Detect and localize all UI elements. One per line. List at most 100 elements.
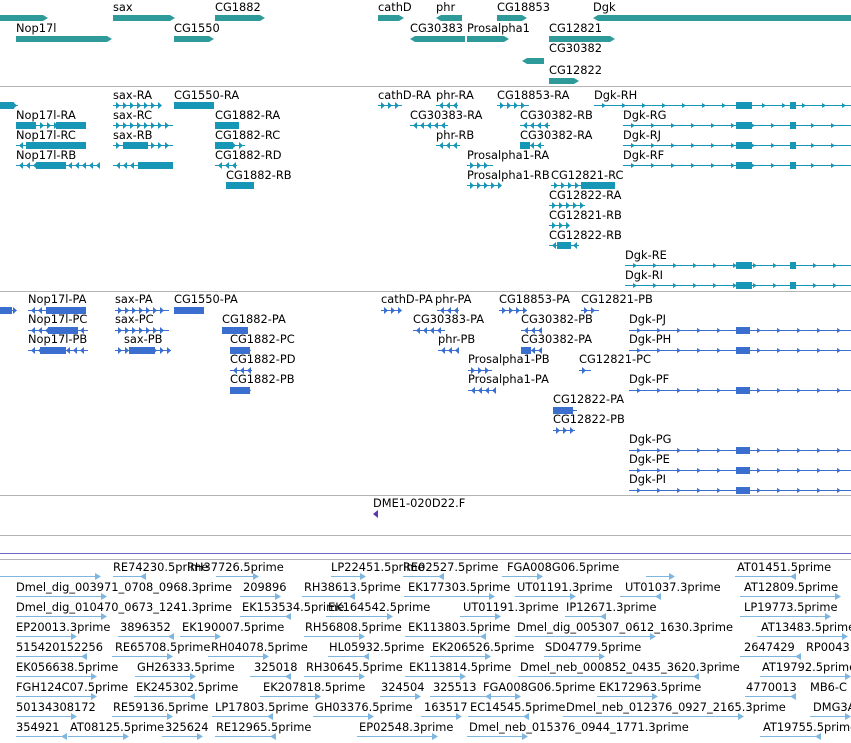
protein-label-phr-pb[interactable]: phr-PB — [438, 332, 476, 346]
est-label-rh37726-5prime-1[interactable]: RH37726.5prime — [187, 560, 284, 574]
est-feature-29[interactable] — [112, 656, 172, 657]
transcript-label-nop17l-rb[interactable]: Nop17l-RB — [16, 148, 77, 162]
transcript-feature-5[interactable] — [497, 101, 529, 110]
gene-bar-prosalpha1[interactable] — [467, 35, 509, 43]
est-label-ep02548-3prime-62[interactable]: EP02548.3prime — [359, 720, 454, 734]
est-label-lp19773-5prime-18[interactable]: LP19773.5prime — [744, 600, 838, 614]
gene-label-cg1550[interactable]: CG1550 — [174, 21, 220, 35]
protein-feature-23[interactable] — [553, 406, 577, 415]
est-label-re74230-5prime-0[interactable]: RE74230.5prime — [113, 560, 209, 574]
est-label-at19792-5prime-40[interactable]: AT19792.5prime — [762, 660, 851, 674]
protein-label-nop17l-pa[interactable]: Nop17l-PA — [28, 292, 87, 306]
est-feature-30[interactable] — [208, 656, 268, 657]
protein-label-cg30382-pa[interactable]: CG30382-PA — [521, 332, 593, 346]
est-label-re02527-5prime-3[interactable]: RE02527.5prime — [403, 560, 499, 574]
transcript-label-sax-ra[interactable]: sax-RA — [113, 88, 153, 102]
est-feature-63[interactable] — [467, 736, 527, 737]
gene-bar-dgk[interactable] — [593, 14, 851, 22]
est-label-ec14545-5prime-55[interactable]: EC14545.5prime — [470, 700, 566, 714]
gene-bar-cathd[interactable] — [378, 14, 404, 22]
protein-dgk-feature-5[interactable] — [629, 486, 851, 495]
protein-feature-13[interactable] — [28, 346, 88, 355]
gene-bar-cg30383[interactable] — [410, 35, 465, 43]
est-label-rh30645-5prime-37[interactable]: RH30645.5prime — [306, 660, 403, 674]
est-label-ek245302-5prime-42[interactable]: EK245302.5prime — [136, 680, 239, 694]
est-label-ek190007-5prime-21[interactable]: EK190007.5prime — [182, 620, 285, 634]
est-feature-35[interactable] — [16, 676, 96, 677]
gene-label-cathd[interactable]: cathD — [378, 0, 412, 14]
est-feature-50[interactable] — [16, 716, 76, 717]
est-feature-27[interactable] — [757, 636, 847, 637]
gene-bar-cg30382[interactable] — [522, 57, 544, 65]
gene-label-cg12822[interactable]: CG12822 — [549, 63, 603, 77]
est-feature-61[interactable] — [215, 736, 275, 737]
transcript-feature-20[interactable] — [226, 181, 254, 190]
est-feature-3[interactable] — [331, 576, 365, 577]
est-feature-19[interactable] — [565, 616, 605, 617]
est-feature-31[interactable] — [328, 656, 368, 657]
transcript-label-sax-rb[interactable]: sax-RB — [113, 128, 153, 142]
est-label-ek153534-5prime-14[interactable]: EK153534.5prime — [242, 600, 345, 614]
protein-label-dgk-pf[interactable]: Dgk-PF — [629, 372, 670, 386]
est-label-lp22451-5prime-2[interactable]: LP22451.5prime — [331, 560, 425, 574]
est-feature-17[interactable] — [326, 616, 392, 617]
est-feature-37[interactable] — [250, 676, 290, 677]
protein-feature-3[interactable] — [174, 306, 204, 315]
transcript-label-dgk-rf[interactable]: Dgk-RF — [623, 148, 665, 162]
est-feature-28[interactable] — [16, 656, 86, 657]
protein-label-cathd-pa[interactable]: cathD-PA — [381, 292, 433, 306]
transcript-feature-17[interactable] — [113, 161, 173, 170]
est-label-209896-7[interactable]: 209896 — [243, 580, 287, 594]
est-feature-38[interactable] — [304, 676, 364, 677]
est-label-sd04779-5prime-31[interactable]: SD04779.5prime — [545, 640, 642, 654]
transcript-feature-12[interactable] — [113, 141, 173, 150]
transcript-feature-3[interactable] — [378, 101, 402, 110]
transcript-feature-24[interactable] — [549, 221, 570, 230]
est-feature-54[interactable] — [421, 716, 461, 717]
protein-feature-11[interactable] — [413, 326, 445, 335]
protein-label-sax-pb[interactable]: sax-PB — [124, 332, 163, 346]
protein-label-sax-pa[interactable]: sax-PA — [115, 292, 153, 306]
transcript-label-cg1550-ra[interactable]: CG1550-RA — [174, 88, 240, 102]
transcript-feature-8[interactable] — [215, 121, 239, 130]
protein-label-cg1882-pa[interactable]: CG1882-PA — [222, 312, 286, 326]
est-label-ek164542-5prime-15[interactable]: EK164542.5prime — [328, 600, 431, 614]
est-label-ep20013-3prime-19[interactable]: EP20013.3prime — [16, 620, 111, 634]
protein-dgk-feature-0[interactable] — [629, 326, 851, 335]
transcript-feature-9[interactable] — [410, 121, 448, 130]
est-label-3896352-20[interactable]: 3896352 — [120, 620, 171, 634]
protein-feature-14[interactable] — [115, 346, 171, 355]
protein-label-cg12822-pa[interactable]: CG12822-PA — [553, 392, 625, 406]
est-feature-5[interactable] — [502, 576, 542, 577]
est-label-fga008g06-5prime-4[interactable]: FGA008G06.5prime — [507, 560, 620, 574]
clone-label-dme1-020d22-f[interactable]: DME1-020D22.F — [373, 496, 466, 510]
transcript-feature-7[interactable] — [113, 121, 173, 130]
est-label-dmel-dig-005307-0612-1630-3prime-24[interactable]: Dmel_dig_005307_0612_1630.3prime — [517, 620, 733, 634]
transcript-label-dgk-re[interactable]: Dgk-RE — [625, 248, 667, 262]
protein-label-cg1882-pb[interactable]: CG1882-PB — [230, 372, 295, 386]
transcript-label-cg1882-rb[interactable]: CG1882-RB — [226, 168, 292, 182]
protein-feature-8[interactable] — [28, 326, 88, 335]
est-label-ek113814-5prime-38[interactable]: EK113814.5prime — [409, 660, 512, 674]
transcript-label-sax-rc[interactable]: sax-RC — [113, 108, 153, 122]
transcript-feature-19[interactable] — [467, 161, 493, 170]
est-feature-6[interactable] — [646, 576, 674, 577]
est-label-dmg3a-57[interactable]: DMG3A — [813, 700, 851, 714]
est-label-dmel-dig-010470-0673-1241-3prime-13[interactable]: Dmel_dig_010470_0673_1241.3prime — [16, 600, 232, 614]
est-feature-33[interactable] — [544, 656, 604, 657]
est-feature-9[interactable] — [240, 596, 280, 597]
est-feature-47[interactable] — [480, 696, 520, 697]
protein-label-cg12821-pb[interactable]: CG12821-PB — [581, 292, 653, 306]
est-label-325624-60[interactable]: 325624 — [165, 720, 209, 734]
transcript-feature-23[interactable] — [549, 201, 585, 210]
est-feature-12[interactable] — [515, 596, 575, 597]
est-label-re59136-5prime-51[interactable]: RE59136.5prime — [113, 700, 209, 714]
est-label-re12965-5prime-61[interactable]: RE12965.5prime — [216, 720, 312, 734]
transcript-feature-1[interactable] — [113, 101, 162, 110]
est-feature-15[interactable] — [16, 616, 106, 617]
est-label-at08125-5prime-59[interactable]: AT08125.5prime — [70, 720, 165, 734]
est-feature-34[interactable] — [740, 656, 800, 657]
est-feature-39[interactable] — [405, 676, 465, 677]
protein-feature-1[interactable] — [28, 306, 86, 315]
protein-feature-6[interactable] — [499, 306, 527, 315]
